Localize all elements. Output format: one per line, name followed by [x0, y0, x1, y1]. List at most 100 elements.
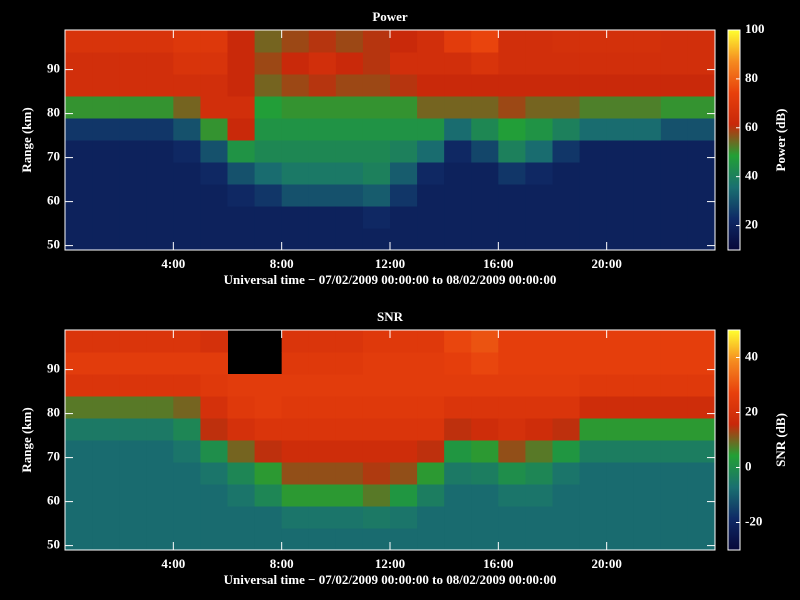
heatmap-cell [254, 74, 283, 97]
heatmap-cell [444, 228, 472, 251]
heatmap-cell [471, 118, 499, 141]
colorbar-tick-label: 20 [745, 403, 758, 418]
heatmap-cell [498, 462, 526, 485]
heatmap-cell [471, 74, 499, 97]
heatmap-cell [362, 228, 391, 251]
heatmap-cell [146, 506, 174, 529]
heatmap-cell [92, 440, 120, 463]
heatmap-cell [362, 352, 391, 375]
heatmap-cell [146, 440, 174, 463]
heatmap-cell [471, 228, 499, 251]
heatmap-cell [173, 74, 201, 97]
heatmap-cell [173, 206, 201, 229]
heatmap-cell [471, 140, 499, 163]
heatmap-cell [362, 184, 391, 207]
heatmap-cell [308, 140, 337, 163]
colorbar [727, 329, 741, 551]
heatmap-cell [660, 30, 689, 53]
colorbar-tick-label: -20 [745, 513, 762, 528]
heatmap-cell [335, 228, 364, 251]
heatmap-cell [687, 440, 716, 463]
heatmap-cell [579, 528, 608, 551]
heatmap-cell [579, 96, 608, 119]
heatmap-cell [92, 228, 120, 251]
colorbar [727, 29, 741, 251]
heatmap-cell [119, 484, 147, 507]
heatmap-cell [552, 396, 581, 419]
heatmap-cell [552, 330, 581, 353]
heatmap-cell [552, 352, 581, 375]
heatmap-cell [146, 206, 174, 229]
heatmap-cell [146, 118, 174, 141]
y-axis-label: Range (km) [19, 407, 34, 472]
heatmap-cell [498, 162, 526, 185]
heatmap-cell [92, 96, 120, 119]
heatmap-cell [390, 74, 418, 97]
y-tick-label: 50 [47, 537, 60, 552]
heatmap-cell [308, 396, 337, 419]
heatmap-cell [606, 440, 635, 463]
heatmap-cell [606, 528, 635, 551]
heatmap-cell [335, 396, 364, 419]
heatmap-cell [417, 228, 445, 251]
heatmap-cell [471, 52, 499, 75]
heatmap-cell [444, 462, 472, 485]
heatmap-cell [552, 418, 581, 441]
heatmap-cell [444, 374, 472, 397]
heatmap-cell [606, 396, 635, 419]
y-tick-label: 60 [47, 193, 60, 208]
heatmap-cell [254, 118, 283, 141]
heatmap-cell [687, 418, 716, 441]
heatmap-cell [552, 30, 581, 53]
heatmap-cell [92, 330, 120, 353]
heatmap-cell [173, 52, 201, 75]
heatmap-cell [335, 184, 364, 207]
heatmap-cell [660, 418, 689, 441]
heatmap-cell [146, 484, 174, 507]
heatmap-cell [119, 184, 147, 207]
heatmap-cell [200, 162, 228, 185]
heatmap-cell [579, 140, 608, 163]
heatmap-cell [254, 418, 283, 441]
heatmap-cell [65, 330, 93, 353]
heatmap-cell [444, 140, 472, 163]
heatmap-cell [633, 484, 662, 507]
heatmap-cell [660, 352, 689, 375]
heatmap-cell [417, 330, 445, 353]
heatmap-cell [92, 396, 120, 419]
heatmap-cell [525, 418, 553, 441]
heatmap-cell [633, 30, 662, 53]
heatmap-cell [254, 484, 283, 507]
heatmap-cell [335, 484, 364, 507]
heatmap-cell [444, 96, 472, 119]
heatmap-cell [444, 206, 472, 229]
heatmap-cell [146, 528, 174, 551]
heatmap-cell [281, 396, 310, 419]
heatmap-cell [498, 330, 526, 353]
heatmap-cell [525, 484, 553, 507]
heatmap-cell [579, 418, 608, 441]
heatmap-cell [417, 162, 445, 185]
heatmap-cell [687, 52, 716, 75]
heatmap-cell [227, 484, 256, 507]
heatmap-cell [579, 118, 608, 141]
heatmap-cell [227, 440, 256, 463]
heatmap-cell [390, 528, 418, 551]
heatmap-cell [606, 30, 635, 53]
heatmap-cell [390, 484, 418, 507]
heatmap-cell [687, 74, 716, 97]
heatmap-cell [579, 396, 608, 419]
heatmap-cell [606, 228, 635, 251]
heatmap-cell [335, 140, 364, 163]
heatmap-cell [444, 118, 472, 141]
heatmap-cell [579, 462, 608, 485]
heatmap-cell [633, 162, 662, 185]
heatmap-cell [687, 506, 716, 529]
heatmap-cell [552, 140, 581, 163]
heatmap-cell [444, 52, 472, 75]
heatmap-cell [444, 440, 472, 463]
heatmap-cell [471, 462, 499, 485]
heatmap-cell [146, 330, 174, 353]
heatmap-cell [335, 352, 364, 375]
